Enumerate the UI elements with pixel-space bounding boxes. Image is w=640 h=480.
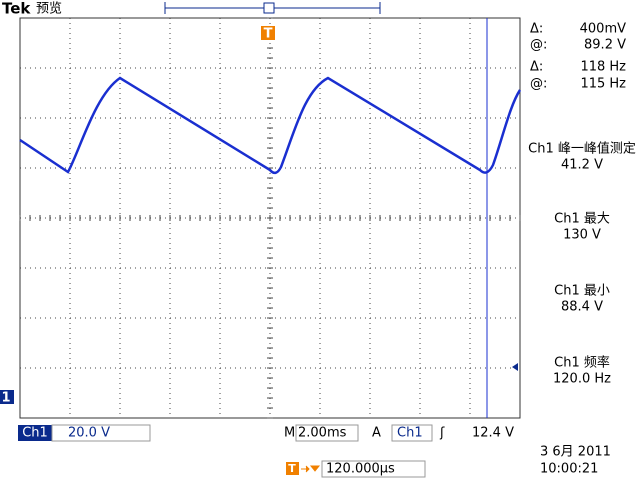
measurement-name: Ch1 最大 — [554, 212, 610, 227]
trigger-position-arrow — [301, 465, 321, 473]
trigger-marker — [261, 26, 275, 40]
time-prefix: M — [284, 426, 295, 441]
trigger-marker-label: T — [264, 27, 273, 42]
date: 3 6月 2011 — [540, 445, 611, 460]
trigger-position-box — [321, 460, 426, 478]
graticule — [19, 17, 521, 419]
trigger-level: 12.4 V — [472, 426, 514, 441]
measurement-name: Ch1 最小 — [554, 284, 610, 299]
trigger-position-icon — [286, 462, 299, 475]
scale: 20.0 V — [68, 426, 110, 441]
cursor-value: 115 Hz — [580, 77, 626, 92]
cursor-value: 89.2 V — [584, 38, 626, 53]
channel-box — [18, 425, 52, 441]
trigger-slope: ʃ — [439, 426, 445, 441]
cursor-label: @: — [530, 38, 547, 53]
waveform — [19, 76, 522, 175]
status: 预览 — [36, 1, 62, 17]
channel-marker-label: 1 — [1, 391, 10, 406]
cursor-label: @: — [530, 77, 547, 92]
measurement-value: 41.2 V — [561, 158, 603, 173]
timebase-box — [295, 424, 359, 442]
measurement-name: Ch1 频率 — [554, 355, 610, 371]
measurement-value: 88.4 V — [561, 300, 603, 315]
cursor-label: Δ: — [530, 22, 543, 37]
cursor-value: 118 Hz — [580, 60, 626, 75]
trigger-position: 120.000µs — [326, 462, 395, 477]
trigger-source: Ch1 — [397, 426, 423, 441]
record-bar — [164, 2, 381, 14]
cursor-label: Δ: — [530, 60, 543, 75]
measurement-value: 120.0 Hz — [553, 372, 611, 387]
measurement-name: Ch1 峰一峰值测定 — [528, 141, 636, 157]
measurement-value: 130 V — [563, 228, 601, 243]
scale-box — [51, 424, 151, 442]
cursor-value: 400mV — [580, 22, 626, 37]
trigger-mode: A — [372, 426, 381, 441]
timebase: 2.00ms — [298, 426, 347, 441]
readouts: Δ: 400mV @: 89.2 V Δ: 118 Hz @: 115 Hz Ch1 峰一峰值测… — [528, 22, 636, 387]
channel: Ch1 — [22, 426, 48, 441]
trigger-source-box — [391, 424, 433, 442]
trigger-position-icon-label: T — [288, 462, 296, 475]
channel-marker — [0, 390, 14, 404]
brand: Tek — [2, 0, 31, 18]
level-arrow — [512, 363, 518, 371]
time: 10:00:21 — [540, 462, 598, 477]
